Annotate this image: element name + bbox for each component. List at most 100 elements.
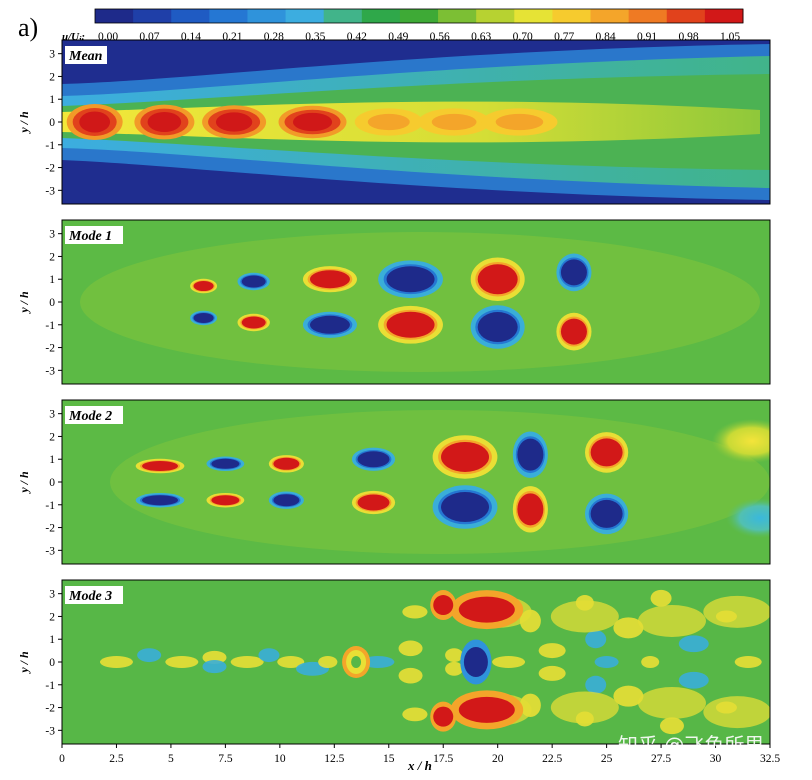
y-tick-label: -3: [45, 725, 55, 737]
colorbar-swatch: [628, 9, 668, 23]
mode3-yellow-patch: [538, 665, 566, 681]
panel-title: Mean: [68, 49, 103, 64]
y-tick-label: 3: [49, 589, 55, 601]
mode1-envelope: [80, 232, 760, 372]
positive-blob: [142, 461, 179, 472]
mean-core-center: [147, 111, 182, 133]
mode2-edge-cyan: [726, 498, 770, 538]
mode3-yellow-patch: [650, 589, 672, 607]
y-tick-label: -3: [45, 185, 55, 197]
positive-blob: [193, 281, 214, 292]
y-tick-label: 2: [49, 71, 55, 83]
positive-blob: [433, 706, 454, 727]
y-tick-label: 2: [49, 431, 55, 443]
mode3-yellow-patch: [398, 640, 423, 657]
panel-mode-1: [62, 220, 770, 384]
colorbar-swatch: [247, 9, 287, 23]
mode1-blobs: [190, 253, 592, 351]
x-tick-label: 25: [601, 753, 613, 765]
panel-title: Mode 2: [68, 409, 112, 424]
mode2-blobs: [135, 431, 629, 535]
positive-blob: [441, 441, 490, 472]
y-axis-label: y / h: [17, 291, 31, 315]
y-tick-label: -2: [45, 523, 55, 535]
mean-core-center: [292, 112, 333, 132]
mode3-yellow-patch: [402, 605, 428, 619]
negative-blob: [386, 266, 435, 293]
x-tick-label: 17.5: [433, 753, 453, 765]
x-tick-label: 7.5: [218, 753, 233, 765]
y-tick-label: 0: [49, 117, 55, 129]
colorbar-swatch: [133, 9, 172, 23]
x-tick-label: 27.5: [651, 753, 671, 765]
y-tick-label: 0: [49, 657, 55, 669]
y-tick-label: 0: [49, 477, 55, 489]
mode3-cyan-patch: [678, 671, 709, 689]
mode3-yellow-patch: [538, 643, 566, 659]
mode3-yellow-patch: [613, 685, 644, 707]
y-tick-label: -3: [45, 545, 55, 557]
y-tick-label: -2: [45, 703, 55, 715]
y-tick-label: 1: [49, 274, 55, 286]
negative-blob: [357, 451, 390, 468]
y-tick-label: -1: [45, 320, 55, 332]
positive-blob: [517, 493, 544, 526]
mean-core-blobs: [66, 104, 558, 140]
mode3-yellow-patch: [202, 650, 227, 665]
y-tick-label: 2: [49, 251, 55, 263]
mode3-yellow-patch: [445, 648, 464, 663]
mode3-cyan-patch: [258, 648, 280, 663]
positive-blob: [309, 270, 350, 289]
y-axis-label: y / h: [17, 471, 31, 495]
y-tick-label: 1: [49, 94, 55, 106]
mode3-yellow-region: [637, 605, 706, 637]
mode3-cyan-patch: [585, 630, 607, 649]
colorbar: [94, 8, 744, 24]
mode2-edge-yellow: [712, 419, 770, 463]
y-tick-label: -3: [45, 365, 55, 377]
mode3-cyan-patch: [137, 648, 162, 663]
x-tick-label: 12.5: [324, 753, 344, 765]
positive-blob: [458, 696, 515, 723]
negative-blob: [193, 312, 214, 323]
x-tick-label: 20: [492, 753, 504, 765]
mode3-yellow-patch: [659, 717, 684, 735]
mode3-yellow-patch: [165, 656, 199, 668]
positive-blob: [458, 596, 515, 623]
positive-blob: [273, 457, 300, 470]
panel-title: Mode 1: [68, 229, 112, 244]
negative-blob: [273, 494, 300, 507]
x-tick-label: 30: [710, 753, 722, 765]
mean-core-center: [79, 111, 111, 133]
y-tick-label: 0: [49, 297, 55, 309]
positive-blob: [241, 316, 266, 329]
mode3-blobs: [342, 590, 524, 732]
positive-blob: [433, 595, 454, 616]
y-axis-label: y / h: [17, 111, 31, 135]
colorbar-swatch: [323, 9, 363, 23]
positive-blob: [357, 494, 390, 511]
mode3-cyan-patch: [678, 635, 709, 653]
mode3-yellow-patch: [613, 617, 644, 639]
colorbar-swatch: [590, 9, 630, 23]
colorbar-swatch: [514, 9, 553, 23]
colorbar-frame: [94, 8, 744, 24]
mode3-yellow-patch: [277, 656, 305, 668]
y-tick-label: -1: [45, 500, 55, 512]
colorbar-swatch: [171, 9, 210, 23]
x-tick-label: 5: [168, 753, 174, 765]
panel-title: Mode 3: [68, 589, 112, 604]
mean-core-blob: [431, 113, 477, 131]
panel-title-box: [65, 226, 123, 244]
mode3-yellow-patch: [230, 656, 264, 668]
y-tick-label: 3: [49, 229, 55, 241]
mode3-yellow-region: [703, 696, 770, 729]
y-tick-label: 1: [49, 634, 55, 646]
negative-blob: [241, 275, 266, 288]
x-tick-label: 15: [383, 753, 395, 765]
mode3-ring-center: [351, 656, 362, 668]
colorbar-swatch: [666, 9, 706, 23]
y-tick-label: 3: [49, 409, 55, 421]
x-tick-label: 10: [274, 753, 286, 765]
